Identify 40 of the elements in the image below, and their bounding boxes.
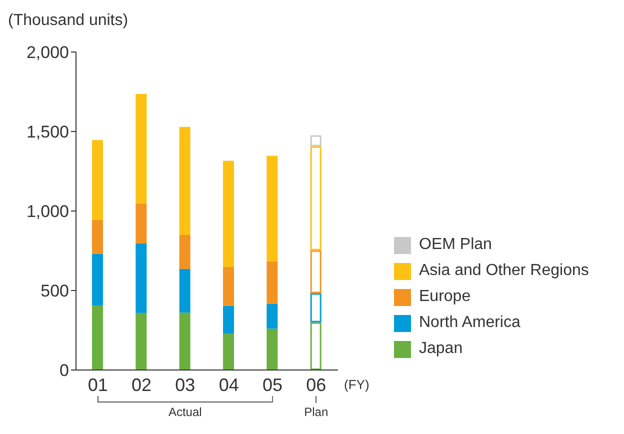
bar	[266, 328, 278, 370]
bar	[266, 304, 278, 329]
bar	[92, 220, 103, 254]
y-tick-label: 1,500	[26, 122, 69, 142]
x-tick-label: 02	[131, 374, 152, 395]
bar	[266, 156, 278, 262]
bar	[179, 312, 190, 370]
y-tick-label: 500	[40, 282, 69, 301]
legend-label: North America	[419, 314, 520, 332]
bar	[136, 312, 147, 370]
x-tick-label: 05	[262, 374, 283, 395]
text: Plan	[303, 405, 330, 419]
bar	[223, 306, 234, 334]
text: Actual	[167, 405, 203, 419]
bar	[92, 254, 103, 306]
y-axis-title: (Thousand units)	[8, 12, 128, 30]
bar	[136, 243, 147, 313]
legend-label: Asia and Other Regions	[419, 262, 589, 280]
bar	[136, 203, 147, 244]
bar	[179, 268, 190, 313]
bar	[266, 261, 278, 304]
x-tick-label: 04	[218, 374, 239, 395]
legend-label: Europe	[419, 288, 471, 306]
bar	[136, 94, 147, 204]
legend-label: OEM Plan	[419, 236, 492, 254]
bar	[92, 140, 103, 220]
y-tick-label: 2,000	[26, 43, 69, 62]
y-tick-label: 0	[60, 361, 69, 380]
bar	[92, 305, 103, 370]
x-tick-label: 06	[306, 374, 326, 395]
bar	[223, 334, 234, 370]
bar	[223, 266, 234, 306]
y-tick-label: 1,000	[26, 202, 69, 222]
x-axis-title: (FY)	[344, 377, 370, 392]
bar	[179, 126, 190, 236]
legend-label: Japan	[419, 340, 463, 358]
bar	[223, 160, 234, 267]
bar	[179, 235, 190, 269]
x-tick-label: 01	[88, 374, 108, 395]
x-tick-label: 03	[175, 374, 196, 395]
